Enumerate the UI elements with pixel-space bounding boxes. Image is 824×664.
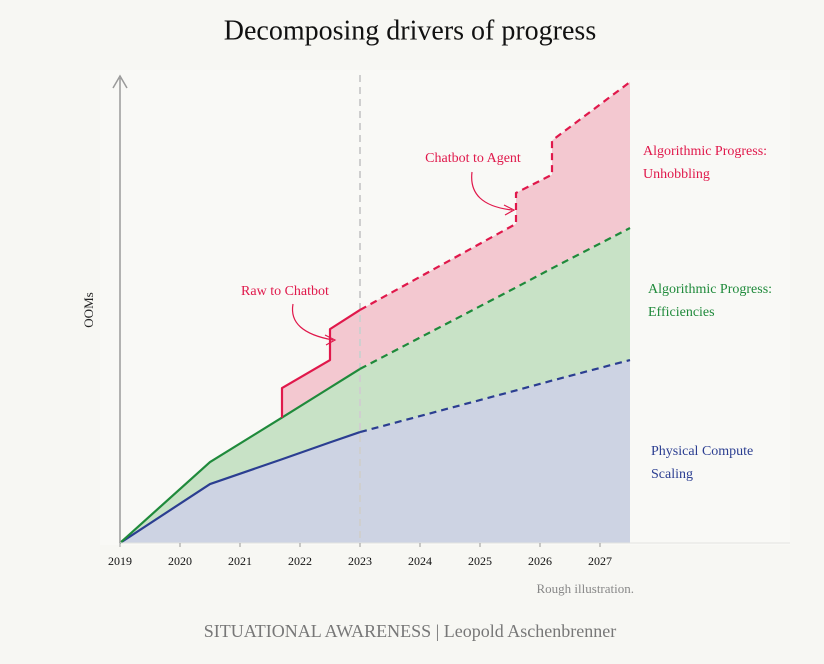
x-tick-label: 2026 xyxy=(528,554,552,568)
y-axis-label: OOMs xyxy=(81,292,96,327)
area xyxy=(120,228,630,543)
source: SITUATIONAL AWARENESS | Leopold Aschenbr… xyxy=(204,621,616,641)
annotation-arrow xyxy=(471,171,513,211)
x-tick-label: 2027 xyxy=(588,554,612,568)
area xyxy=(120,360,630,543)
annotation-arrowhead xyxy=(324,334,337,346)
x-tick-label: 2025 xyxy=(468,554,492,568)
series-line xyxy=(359,81,631,311)
plot xyxy=(119,75,631,544)
x-tick-label: 2019 xyxy=(108,554,132,568)
series-line xyxy=(280,309,361,418)
series-label: Algorithmic Progress: Efficiencies xyxy=(648,282,773,320)
series-line xyxy=(119,431,361,544)
note: Rough illustration. xyxy=(537,581,635,596)
annotation: Chatbot to Agent xyxy=(425,151,521,166)
chart-title: Decomposing drivers of progress xyxy=(224,15,596,46)
x-tick-label: 2022 xyxy=(288,554,312,568)
series-label: Physical Compute Scaling xyxy=(651,444,754,482)
annotation-arrow xyxy=(291,303,334,341)
x-tick-label: 2020 xyxy=(168,554,192,568)
y-axis-arrow xyxy=(112,74,128,89)
area xyxy=(282,82,630,418)
x-tick-label: 2021 xyxy=(228,554,252,568)
series-label: Algorithmic Progress: Unhobbling xyxy=(643,144,768,182)
annotation-arrowhead xyxy=(503,204,516,216)
annotation: Raw to Chatbot xyxy=(241,284,329,299)
x-tick-label: 2023 xyxy=(348,554,372,568)
series-line xyxy=(359,358,631,434)
x-tick-label: 2024 xyxy=(408,554,432,568)
series-line xyxy=(359,227,631,370)
